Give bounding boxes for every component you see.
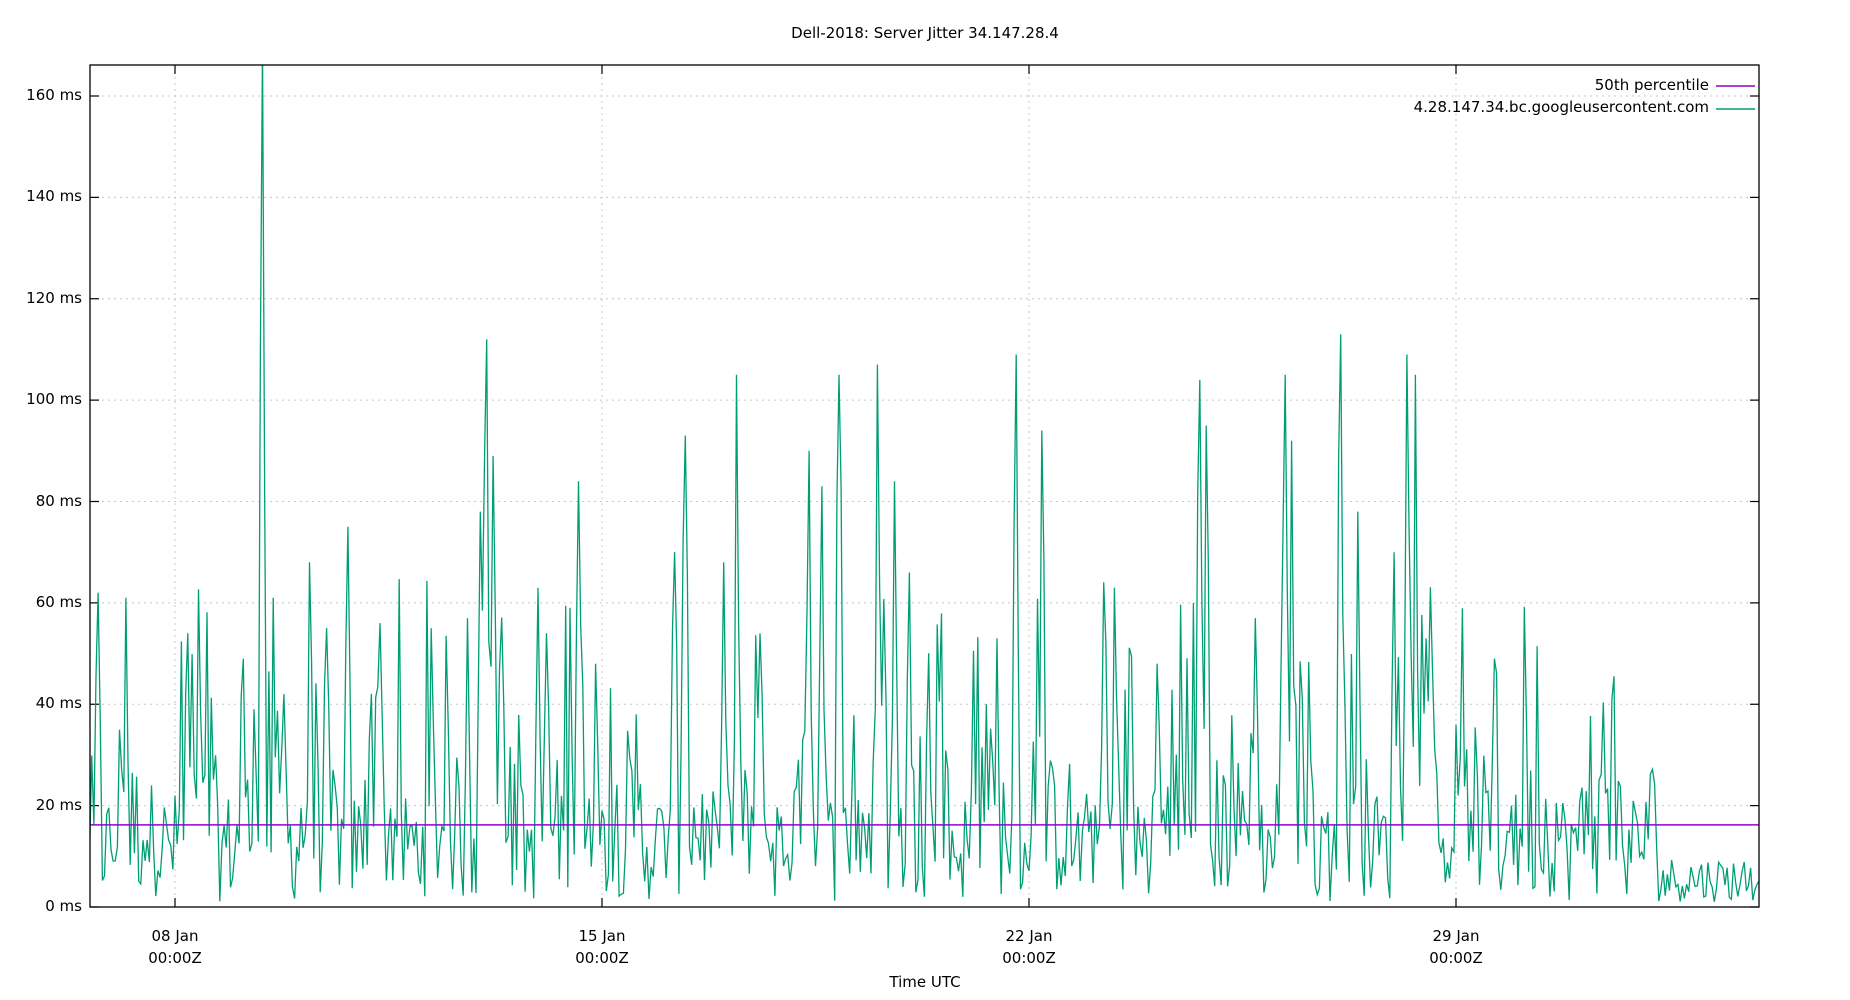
- x-axis-title: Time UTC: [889, 973, 961, 991]
- y-tick-label: 120 ms: [26, 288, 82, 307]
- legend-item-percentile: 50th percentile: [1594, 76, 1709, 94]
- y-tick-label: 60 ms: [35, 592, 82, 611]
- x-tick-label: 29 Jan 00:00Z: [1429, 927, 1483, 967]
- y-tick-label: 40 ms: [35, 694, 82, 713]
- legend-item-host: 4.28.147.34.bc.googleusercontent.com: [1413, 98, 1709, 116]
- y-tick-label: 160 ms: [26, 86, 82, 104]
- x-tick-label: 08 Jan 00:00Z: [148, 927, 202, 967]
- x-tick-label: 15 Jan 00:00Z: [575, 927, 629, 967]
- y-tick-label: 0 ms: [45, 897, 82, 915]
- y-tick-label: 20 ms: [35, 795, 82, 814]
- y-tick-label: 80 ms: [35, 491, 82, 510]
- y-tick-label: 140 ms: [26, 187, 82, 206]
- x-tick-label: 22 Jan 00:00Z: [1002, 927, 1056, 967]
- series-line-host: [90, 65, 1759, 902]
- plot-border: [89, 64, 1760, 908]
- chart-title: Dell-2018: Server Jitter 34.147.28.4: [791, 24, 1059, 42]
- y-tick-label: 100 ms: [26, 390, 82, 409]
